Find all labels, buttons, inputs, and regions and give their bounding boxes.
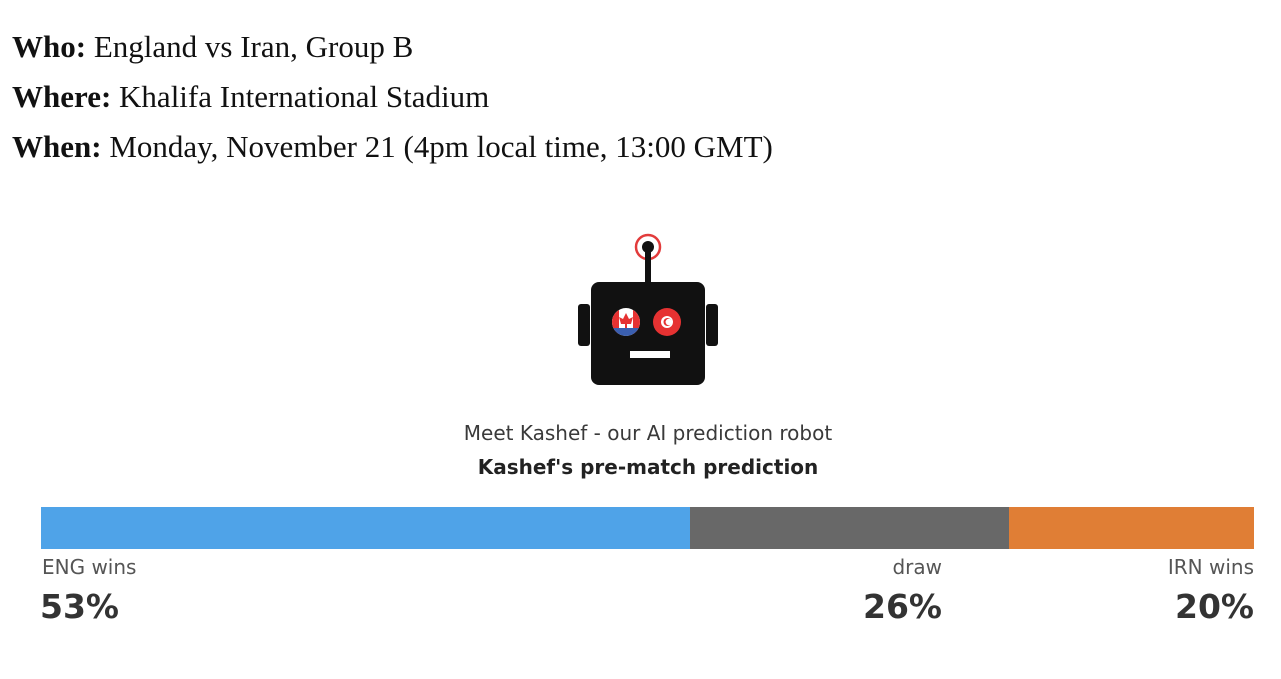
irn-wins-label: IRN wins: [1167, 555, 1254, 579]
eng-wins-label: ENG wins: [42, 555, 137, 579]
when-value: Monday, November 21 (4pm local time, 13:…: [101, 129, 773, 164]
canada-flag-icon: [612, 308, 640, 336]
match-info: Who: England vs Iran, Group B Where: Kha…: [12, 22, 773, 172]
draw-label: draw: [892, 555, 942, 579]
draw-percent: 26%: [863, 587, 942, 626]
where-value: Khalifa International Stadium: [111, 79, 490, 114]
robot-icon: [578, 232, 718, 387]
prediction-title: Kashef's pre-match prediction: [477, 455, 819, 479]
who-value: England vs Iran, Group B: [86, 29, 414, 64]
draw-segment: [690, 507, 1009, 549]
when-line: When: Monday, November 21 (4pm local tim…: [12, 122, 773, 172]
who-line: Who: England vs Iran, Group B: [12, 22, 773, 72]
robot-subtitle: Meet Kashef - our AI prediction robot: [463, 421, 833, 445]
irn-wins-segment: [1008, 507, 1254, 549]
tunisia-flag-icon: [653, 308, 681, 336]
where-label: Where:: [12, 79, 112, 114]
prediction-bar: [41, 507, 1254, 549]
eng-wins-segment: [41, 507, 691, 549]
who-label: Who:: [12, 29, 87, 64]
eng-wins-percent: 53%: [40, 587, 119, 626]
irn-wins-percent: 20%: [1175, 587, 1254, 626]
when-label: When:: [12, 129, 102, 164]
where-line: Where: Khalifa International Stadium: [12, 72, 773, 122]
